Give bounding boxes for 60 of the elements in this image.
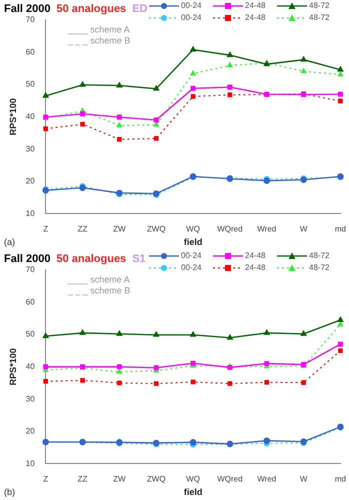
x-tick-label: ZW — [113, 224, 126, 234]
x-tick-label: WQ — [186, 474, 200, 484]
x-tick-label: ZWQ — [146, 224, 166, 234]
y-tick-label: 60 — [26, 47, 36, 56]
legend-label: 24-48 — [245, 251, 266, 260]
text: (a) — [4, 236, 15, 247]
y-tick-label: 20 — [26, 426, 36, 436]
y-tick-label: 40 — [26, 362, 36, 372]
y-tick-label: 30 — [26, 394, 36, 404]
legend-label: 48-72 — [309, 251, 330, 260]
y-tick-label: 40 — [26, 112, 36, 122]
y-tick-label: 30 — [26, 144, 36, 154]
y-tick-label: 20 — [26, 176, 36, 186]
x-tick-label: WQred — [217, 224, 243, 234]
legend-label: 24-48 — [245, 13, 266, 22]
annotation: ____ scheme A — [66, 24, 130, 34]
text: S1 — [132, 253, 146, 265]
x-tick-label: Wred — [257, 474, 276, 484]
legend-label: 48-72 — [309, 1, 330, 10]
text: ED — [132, 3, 148, 15]
x-tick-label: WQred — [217, 474, 243, 484]
annotation: ____ scheme A — [66, 274, 130, 284]
y-tick-label: 60 — [26, 297, 36, 306]
legend-label: 24-48 — [245, 1, 266, 10]
legend-label: 00-24 — [181, 13, 202, 22]
chart-subtitle: 50 analogues — [56, 253, 126, 265]
y-tick-label: 10 — [26, 458, 36, 468]
legend-label: 48-72 — [309, 13, 330, 22]
x-tick-label: ZZ — [78, 474, 88, 484]
y-tick-label: 50 — [26, 330, 36, 339]
annotation: _ _ _ scheme B — [66, 285, 130, 296]
x-tick-label: W — [300, 474, 308, 484]
y-tick-label: 10 — [26, 208, 36, 218]
x-tick-label: ZZ — [78, 224, 88, 234]
chart-title: Fall 2000 — [4, 3, 50, 15]
legend-label: 00-24 — [181, 263, 202, 272]
x-tick-label: WQ — [186, 224, 200, 234]
x-tick-label: Z — [43, 474, 48, 484]
x-tick-label: md — [334, 474, 346, 484]
x-tick-label: Z — [43, 224, 48, 234]
annotation: _ _ _ scheme B — [66, 35, 130, 46]
x-tick-label: Wred — [257, 224, 276, 234]
x-tick-label: W — [300, 224, 308, 234]
chart-subtitle: 50 analogues — [56, 3, 126, 15]
legend-label: 00-24 — [181, 1, 202, 10]
text: (b) — [4, 486, 15, 497]
legend-label: 00-24 — [181, 251, 202, 260]
legend-label: 48-72 — [309, 263, 330, 272]
chart-title: Fall 2000 — [4, 253, 50, 265]
y-axis-title: RPS*100 — [8, 98, 18, 136]
x-tick-label: ZWQ — [146, 474, 166, 484]
y-axis-title: RPS*100 — [8, 348, 18, 386]
y-tick-label: 70 — [26, 265, 36, 274]
x-axis-title: field — [184, 237, 202, 248]
x-tick-label: ZW — [113, 474, 126, 484]
legend-label: 24-48 — [245, 263, 266, 272]
x-axis-title: field — [184, 487, 202, 498]
x-tick-label: md — [334, 224, 346, 234]
y-tick-label: 70 — [26, 15, 36, 24]
y-tick-label: 50 — [26, 80, 36, 89]
